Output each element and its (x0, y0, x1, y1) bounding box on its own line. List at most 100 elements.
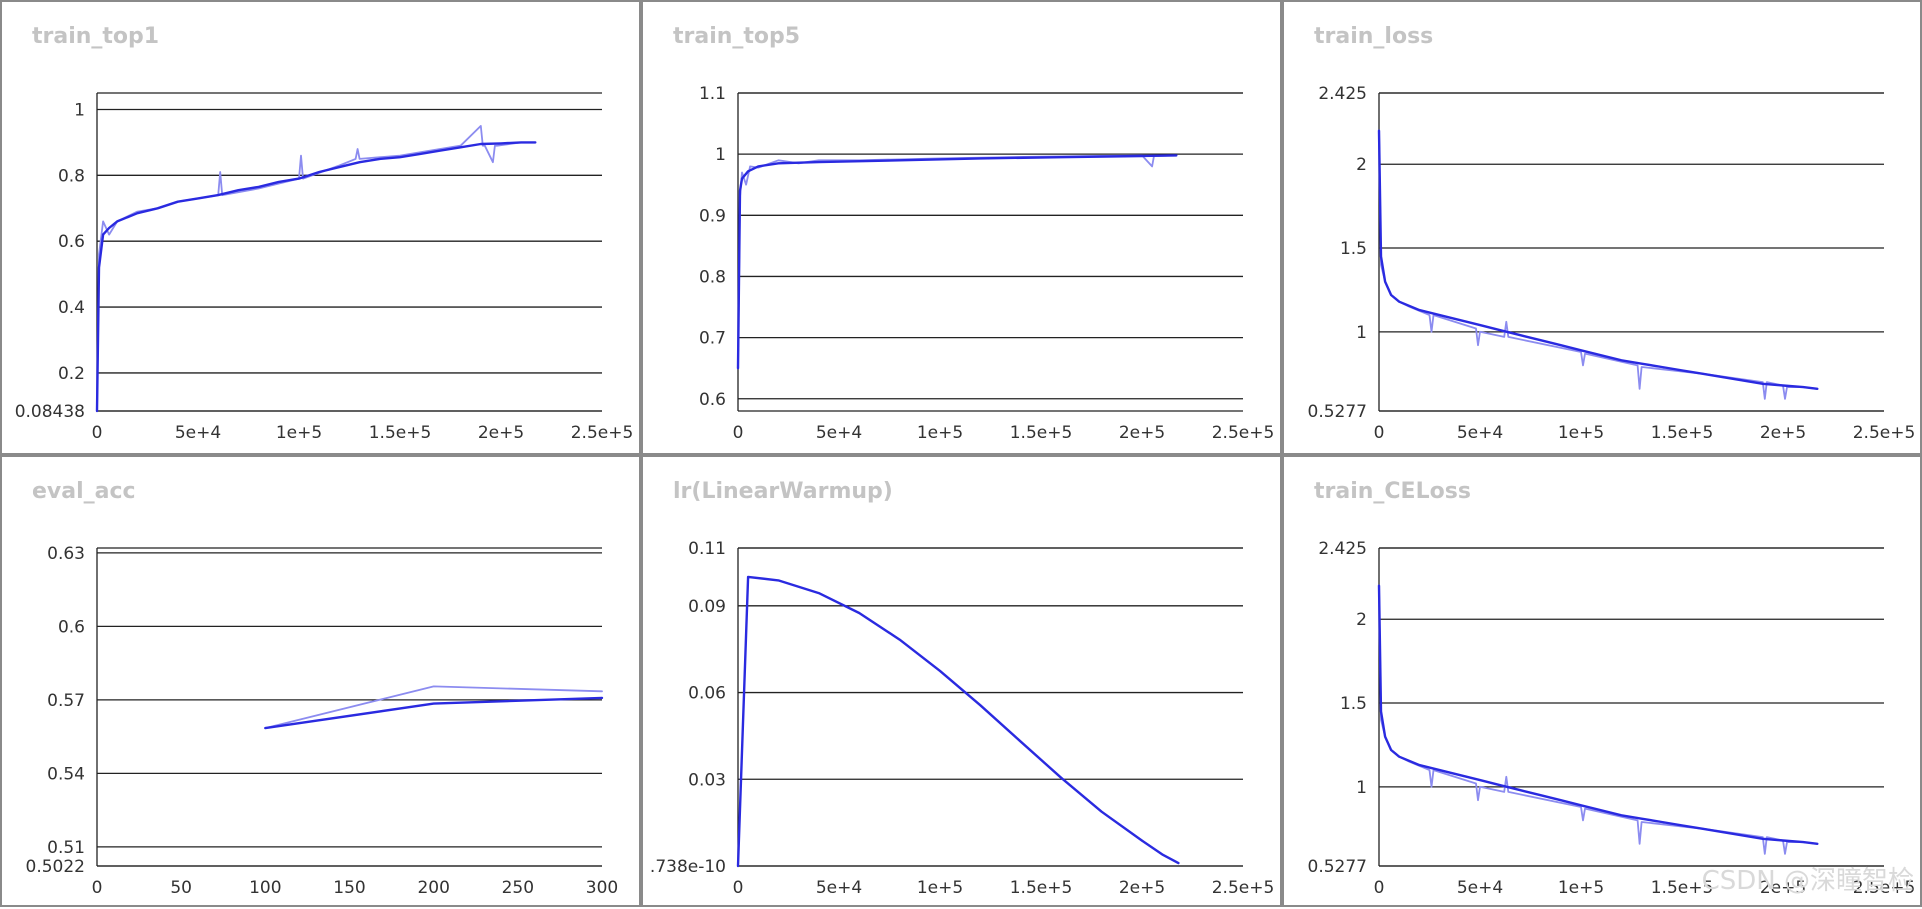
x-tick-label: 5e+4 (816, 878, 862, 898)
x-tick-label: 1.5e+5 (1651, 878, 1714, 898)
series-line-smoothed (1377, 129, 1819, 390)
y-tick-label: 1.5 (1340, 694, 1367, 714)
x-tick-label: 300 (586, 878, 618, 898)
y-tick-label: 0.4 (58, 298, 85, 318)
x-tick-label: 1e+5 (1558, 423, 1604, 443)
watermark: CSDN @深瞳智检 (1701, 866, 1914, 896)
series-line-smoothed (95, 141, 537, 413)
chart-panel-eval-acc: eval_acc 0.5022 0.51 0.54 0.57 0.6 0.63 0 50 100… (0, 455, 641, 907)
y-tick-label: 1.1 (699, 84, 726, 104)
chart-svg: 0.5277 1 1.5 2 2.425 0 5e+4 1e+5 1.5e+5 2e+5 2.5e+… (1308, 539, 1916, 898)
chart-title: eval_acc (32, 479, 136, 504)
x-tick-label: 2.5e+5 (1212, 423, 1275, 443)
chart-title: train_top5 (673, 24, 801, 49)
y-tick-label: 0.6 (699, 390, 726, 410)
y-tick-label: 0.63 (47, 544, 85, 564)
y-tick-label: 0.51 (47, 838, 85, 858)
chart-panel-train-top1: train_top1 0.08438 0.2 0.4 0.6 0.8 1 0 5e+4 1e+5… (0, 0, 641, 455)
chart-svg: 0.6 0.7 0.8 0.9 1 1.1 0 5e+4 1e+5 1.5e+5 2e+5 2.5e+… (699, 84, 1275, 443)
x-tick-label: 0 (1374, 423, 1385, 443)
y-tick-label: 0.5022 (26, 857, 85, 877)
x-tick-label: 1.5e+5 (1010, 423, 1073, 443)
x-tick-label: 1e+5 (1558, 878, 1604, 898)
y-tick-label: 0.5277 (1308, 857, 1367, 877)
x-tick-label: 1e+5 (917, 878, 963, 898)
series-line-smoothed (736, 575, 1180, 868)
grid-lines (738, 547, 1243, 867)
series-line-smoothed (736, 154, 1178, 370)
chart-svg: 0.5277 1 1.5 2 2.425 0 5e+4 1e+5 1.5e+5 2e+5 2.5e+… (1308, 84, 1916, 443)
x-tick-label: 2.5e+5 (571, 423, 634, 443)
series-line-raw (1378, 129, 1819, 400)
x-tick-label: 2e+5 (1760, 878, 1806, 898)
grid-lines (738, 92, 1243, 400)
y-tick-label: 0.2 (58, 364, 85, 384)
chart-panel-train-loss: train_loss 0.5277 1 1.5 2 2.425 0 5e+4 1e+5 1.5e… (1282, 0, 1922, 455)
x-tick-label: 1.5e+5 (1651, 423, 1714, 443)
y-tick-label: 0.09 (688, 597, 726, 617)
y-tick-label: 2 (1356, 155, 1367, 175)
x-tick-label: 2e+5 (478, 423, 524, 443)
y-tick-label: 0.57 (47, 691, 85, 711)
series-line-raw (1378, 584, 1819, 855)
y-tick-label: 0.54 (47, 764, 85, 784)
x-tick-label: 1.5e+5 (1010, 878, 1073, 898)
y-tick-label: 0.5277 (1308, 402, 1367, 422)
y-tick-label: 1.5 (1340, 239, 1367, 259)
x-tick-label: 2.5e+5 (1853, 878, 1916, 898)
x-tick-label: 2e+5 (1119, 423, 1165, 443)
x-tick-label: 0 (733, 878, 744, 898)
series-line-smoothed (264, 696, 604, 730)
y-tick-label: 1 (1356, 778, 1367, 798)
x-tick-label: 5e+4 (175, 423, 221, 443)
y-tick-label: 0.8 (58, 166, 85, 186)
chart-svg: .738e-10 0.03 0.06 0.09 0.11 0 5e+4 1e+5 1.5e+5 2… (650, 539, 1275, 898)
x-tick-label: 100 (249, 878, 281, 898)
x-tick-label: 5e+4 (816, 423, 862, 443)
x-tick-label: 1e+5 (276, 423, 322, 443)
x-tick-label: 0 (1374, 878, 1385, 898)
x-tick-label: 5e+4 (1457, 423, 1503, 443)
y-tick-label: 0.06 (688, 684, 726, 704)
chart-panel-lr: lr(LinearWarmup) .738e-10 0.03 0.06 0.09 0.1… (641, 455, 1282, 907)
chart-title: train_loss (1314, 24, 1434, 49)
x-tick-label: 2e+5 (1119, 878, 1165, 898)
y-tick-label: 1 (74, 100, 85, 120)
x-tick-label: 2e+5 (1760, 423, 1806, 443)
x-tick-label: 200 (417, 878, 449, 898)
chart-svg: 0.08438 0.2 0.4 0.6 0.8 1 0 5e+4 1e+5 1.5e+5 2e+5 2… (15, 92, 634, 443)
x-tick-label: 150 (333, 878, 365, 898)
y-tick-label: 1 (715, 145, 726, 165)
x-tick-label: 1.5e+5 (369, 423, 432, 443)
chart-panel-train-top5: train_top5 0.6 0.7 0.8 0.9 1 1.1 0 5e+4 1e+5 1.5e… (641, 0, 1282, 455)
x-tick-label: 1e+5 (917, 423, 963, 443)
y-tick-label: 0.8 (699, 267, 726, 287)
y-tick-label: 0.6 (58, 617, 85, 637)
x-tick-label: 50 (170, 878, 192, 898)
chart-title: train_CELoss (1314, 479, 1471, 504)
y-tick-label: 0.7 (699, 329, 726, 349)
y-tick-label: 2.425 (1318, 539, 1367, 559)
grid-lines (97, 92, 602, 412)
x-tick-label: 0 (733, 423, 744, 443)
x-tick-label: 5e+4 (1457, 878, 1503, 898)
series-line-smoothed (1377, 584, 1819, 845)
y-tick-label: 2.425 (1318, 84, 1367, 104)
y-tick-label: 0.9 (699, 206, 726, 226)
x-tick-label: 2.5e+5 (1212, 878, 1275, 898)
chart-panel-train-celoss: train_CELoss 0.5277 1 1.5 2 2.425 0 5e+4 1e+5 1.… (1282, 455, 1922, 907)
chart-title: train_top1 (32, 24, 160, 49)
series-line-raw (737, 154, 1178, 370)
y-tick-label: 0.6 (58, 232, 85, 252)
y-tick-label: 0.03 (688, 770, 726, 790)
series-line-raw (96, 125, 537, 412)
x-tick-label: 250 (502, 878, 534, 898)
chart-title: lr(LinearWarmup) (673, 479, 893, 504)
x-tick-label: 0 (92, 878, 103, 898)
y-tick-label: 0.11 (688, 539, 726, 559)
series-line-raw (264, 685, 603, 730)
y-tick-label: 0.08438 (15, 402, 85, 422)
y-tick-label: .738e-10 (650, 857, 726, 877)
